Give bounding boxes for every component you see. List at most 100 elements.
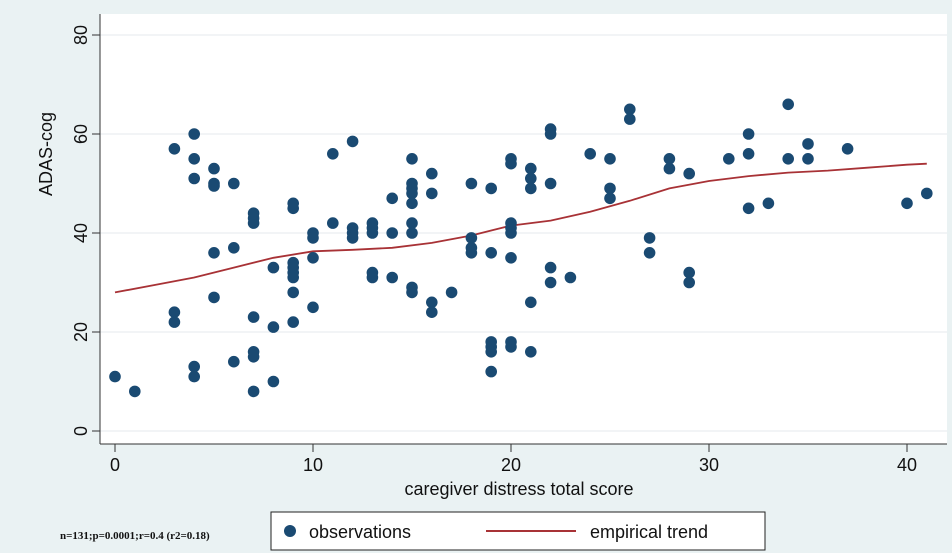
scatter-point [109,370,121,383]
scatter-point [604,182,616,195]
scatter-point [406,227,418,239]
scatter-point [901,197,913,210]
scatter-point [386,192,399,205]
scatter-point [228,177,240,190]
scatter-point [525,182,537,195]
x-axis-title: caregiver distress total score [404,479,633,499]
scatter-point [208,162,220,175]
plot-area [100,14,947,444]
scatter-point [742,128,755,140]
scatter-point [247,351,260,363]
scatter-point [465,247,478,259]
legend-observations-marker [284,525,296,537]
scatter-point [841,143,854,155]
scatter-point [802,153,814,165]
scatter-point [406,197,418,210]
scatter-point [564,271,577,284]
legend: observations empirical trend [270,511,766,551]
scatter-point [505,251,517,264]
scatter-point [723,153,735,165]
scatter-point [426,167,438,180]
scatter-point [525,296,537,309]
scatter-point [307,301,319,314]
scatter-point [327,148,339,160]
scatter-point [247,217,260,229]
scatter-point [287,316,300,328]
scatter-point [663,162,676,175]
scatter-point [505,157,517,170]
x-tick-label: 0 [110,455,120,475]
scatter-point [921,187,933,200]
scatter-point [386,271,399,284]
scatter-point [624,113,636,125]
scatter-point [307,232,319,244]
legend-trend-label: empirical trend [590,522,708,542]
scatter-point [188,172,200,185]
scatter-point [267,375,280,388]
scatter-point [782,153,794,165]
scatter-point [683,266,695,279]
x-tick-label: 30 [699,455,719,475]
axes: 0 20 40 60 80 0 10 20 30 40 [71,14,947,475]
scatter-point [406,286,418,299]
scatter-point [485,346,498,358]
scatter-point [742,202,755,215]
scatter-point [663,153,676,165]
scatter-point [505,341,517,353]
scatter-point [643,232,656,244]
scatter-point [683,167,695,180]
points-layer [109,98,933,398]
scatter-point [287,271,300,284]
scatter-point [426,187,438,200]
scatter-point [208,247,220,259]
scatter-point [287,286,300,299]
scatter-point [327,217,339,229]
scatter-point [802,138,814,150]
scatter-point [624,103,636,116]
scatter-point [366,271,379,284]
scatter-point [307,251,319,264]
scatter-point [544,128,557,140]
scatter-point [346,135,359,148]
scatter-point [287,202,300,215]
scatter-point [426,296,438,309]
scatter-point [247,311,260,323]
scatter-point [386,227,399,239]
scatter-point [525,162,537,175]
stats-note: n=131;p=0.0001;r=0.4 (r2=0.18) [60,530,210,542]
scatter-point [604,153,616,165]
scatter-point [485,365,498,378]
scatter-point [445,286,458,299]
scatter-point [643,247,656,259]
scatter-point [267,321,280,333]
scatter-point [406,153,418,165]
scatter-point [465,177,478,190]
scatter-point [406,187,418,200]
scatter-point [129,385,141,398]
scatter-point [188,153,200,165]
scatter-point [168,143,181,155]
scatter-point [228,242,240,254]
y-axis-title: ADAS-cog [36,112,56,196]
scatter-point [426,306,438,319]
scatter-point [544,177,557,190]
scatter-point [742,148,755,160]
scatter-point [762,197,775,210]
scatter-point [465,232,478,244]
scatter-point [604,192,616,205]
scatter-point [485,247,498,259]
y-tick-label: 80 [71,25,91,45]
scatter-point [683,276,695,289]
scatter-point [584,148,596,160]
scatter-point [208,291,220,304]
scatter-point [525,346,537,358]
scatter-point [208,180,220,192]
scatter-point [267,261,280,274]
scatter-point [188,360,200,373]
y-tick-label: 0 [71,426,91,436]
y-tick-label: 20 [71,322,91,342]
scatter-point [406,217,418,229]
scatter-point [168,306,181,319]
scatter-point [505,227,517,239]
